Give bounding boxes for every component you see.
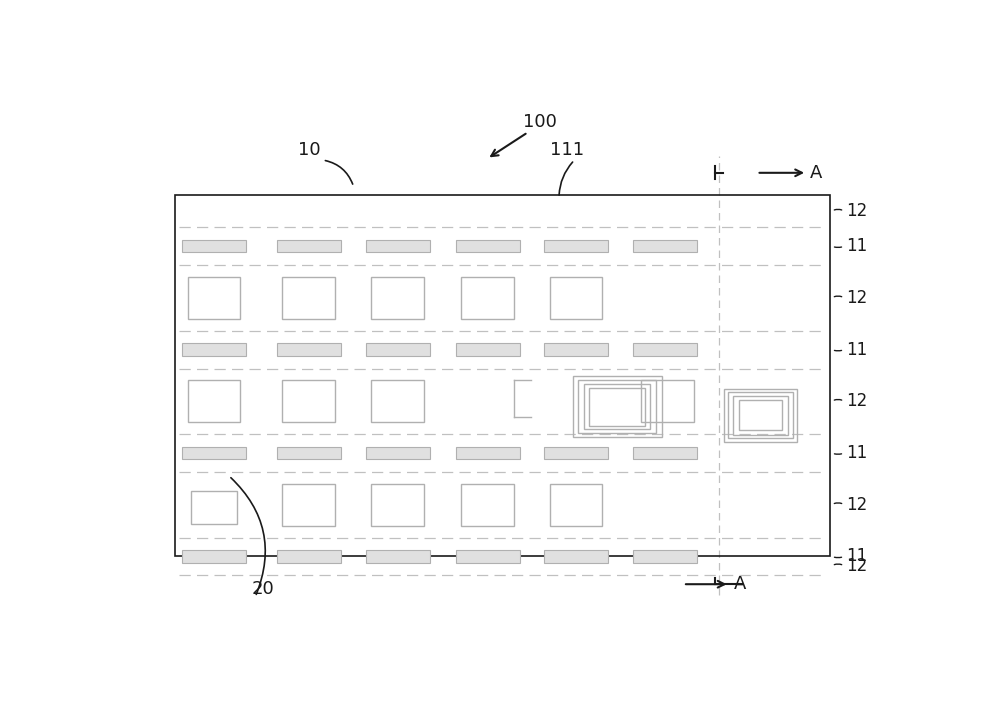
Bar	[544, 550, 608, 562]
Bar	[277, 344, 341, 356]
Text: 12: 12	[846, 496, 867, 514]
Text: 111: 111	[550, 141, 584, 159]
Text: A: A	[810, 164, 822, 182]
Text: 20: 20	[252, 580, 274, 598]
Bar	[633, 550, 697, 562]
Bar	[739, 400, 782, 430]
Bar	[175, 195, 830, 557]
Bar	[277, 447, 341, 459]
Text: 11: 11	[846, 341, 867, 359]
Bar	[366, 344, 430, 356]
Bar	[633, 344, 697, 356]
Bar	[282, 484, 335, 526]
Text: 100: 100	[523, 113, 557, 131]
Bar	[366, 447, 430, 459]
Bar	[633, 240, 697, 252]
Bar	[182, 344, 246, 356]
Bar	[573, 376, 662, 438]
Text: 12: 12	[846, 557, 867, 575]
Bar	[366, 240, 430, 252]
Text: 11: 11	[846, 238, 867, 255]
Bar	[550, 277, 602, 318]
Bar	[456, 447, 520, 459]
Text: 12: 12	[846, 202, 867, 220]
Text: 12: 12	[846, 392, 867, 410]
Bar	[633, 447, 697, 459]
Bar	[371, 484, 424, 526]
Text: 10: 10	[298, 141, 321, 159]
Bar	[544, 447, 608, 459]
Bar	[366, 550, 430, 562]
Bar	[456, 240, 520, 252]
Bar	[641, 380, 694, 422]
Text: 11: 11	[846, 444, 867, 462]
Bar	[191, 491, 237, 524]
Bar	[371, 380, 424, 422]
Text: 12: 12	[846, 289, 867, 307]
Bar	[277, 550, 341, 562]
Bar	[282, 277, 335, 318]
Bar	[182, 447, 246, 459]
Bar	[589, 388, 645, 426]
Bar	[371, 277, 424, 318]
Bar	[188, 277, 240, 318]
Bar	[277, 240, 341, 252]
Bar	[461, 484, 514, 526]
Bar	[544, 344, 608, 356]
Bar	[461, 277, 514, 318]
Text: 11: 11	[846, 547, 867, 565]
Bar	[188, 380, 240, 422]
Bar	[282, 380, 335, 422]
Bar	[550, 484, 602, 526]
Text: A: A	[733, 575, 746, 593]
Bar	[584, 384, 650, 430]
Bar	[456, 344, 520, 356]
Bar	[728, 392, 793, 438]
Bar	[182, 550, 246, 562]
Bar	[456, 550, 520, 562]
Bar	[544, 240, 608, 252]
Bar	[182, 240, 246, 252]
Bar	[733, 396, 788, 435]
Bar	[724, 388, 797, 442]
Bar	[578, 380, 656, 433]
